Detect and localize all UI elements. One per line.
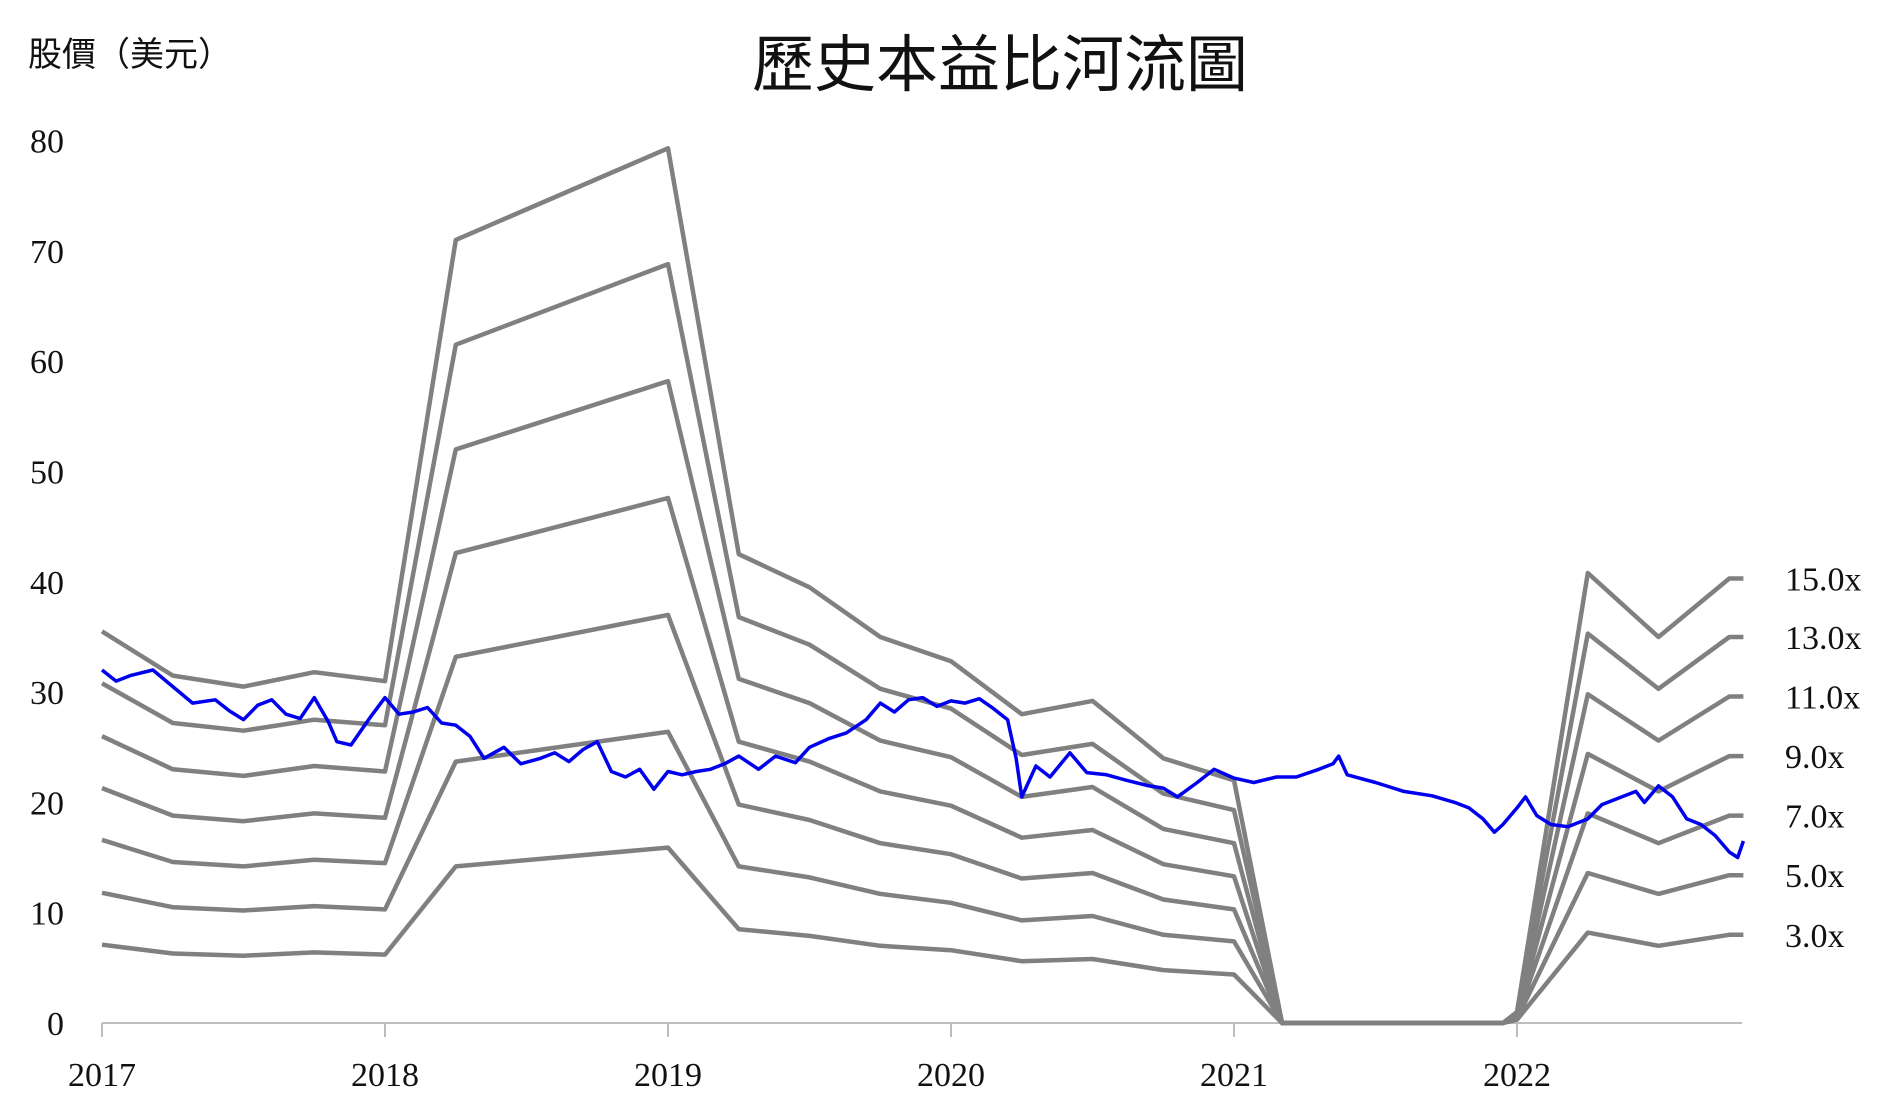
x-tick-label: 2019 xyxy=(634,1057,702,1094)
y-tick-label: 30 xyxy=(30,675,64,712)
band-labels: 15.0x 13.0x 11.0x 9.0x 7.0x 5.0x 3.0x xyxy=(1785,561,1862,954)
pe-band-line xyxy=(101,612,1744,1026)
pe-band-line xyxy=(101,495,1744,1026)
band-label: 15.0x xyxy=(1785,561,1862,598)
y-tick-label: 60 xyxy=(30,344,64,381)
pe-band-line xyxy=(100,146,1744,1026)
y-tick-label: 0 xyxy=(47,1006,64,1043)
band-label: 5.0x xyxy=(1785,858,1845,895)
pe-band-lines xyxy=(100,146,1744,1026)
band-label: 13.0x xyxy=(1785,620,1862,657)
band-label: 11.0x xyxy=(1785,680,1860,717)
pe-band-line xyxy=(101,845,1744,1026)
band-label: 9.0x xyxy=(1785,739,1845,776)
y-tick-label: 40 xyxy=(30,565,64,602)
pe-band-line xyxy=(101,378,1744,1026)
x-tick-label: 2020 xyxy=(917,1057,985,1094)
price-line xyxy=(100,668,1746,860)
pe-band-line xyxy=(101,729,1744,1026)
y-tick-label: 80 xyxy=(30,124,64,161)
band-label: 7.0x xyxy=(1785,799,1845,836)
x-tick-label: 2021 xyxy=(1200,1057,1268,1094)
y-tick-label: 70 xyxy=(30,234,64,271)
x-axis-ticks: 2017 2018 2019 2020 2021 2022 xyxy=(68,1023,1551,1094)
y-tick-label: 10 xyxy=(30,896,64,933)
x-tick-label: 2018 xyxy=(351,1057,419,1094)
chart-title: 歷史本益比河流圖 xyxy=(752,28,1248,101)
x-tick-label: 2022 xyxy=(1483,1057,1551,1094)
y-tick-label: 20 xyxy=(30,785,64,822)
y-axis-ticks: 0 10 20 30 40 50 60 70 80 xyxy=(30,124,64,1043)
x-tick-label: 2017 xyxy=(68,1057,136,1094)
price-line-group xyxy=(100,668,1746,860)
y-axis-label: 股價（美元） xyxy=(28,35,232,75)
band-label: 3.0x xyxy=(1785,918,1845,955)
y-tick-label: 50 xyxy=(30,455,64,492)
